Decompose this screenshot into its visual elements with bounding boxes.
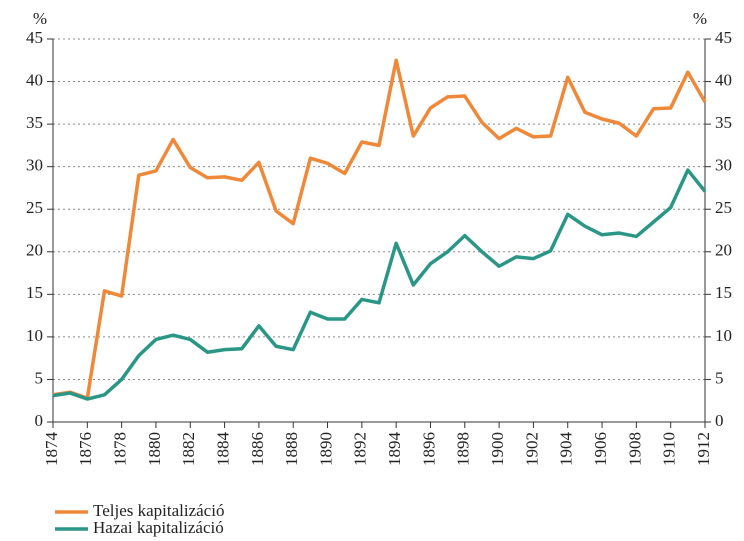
y2-tick-label: 10 [715, 326, 732, 345]
x-tick-label: 1910 [660, 432, 679, 466]
legend-label: Teljes kapitalizáció [93, 501, 224, 520]
y-tick-label: 35 [26, 113, 43, 132]
x-tick-label: 1906 [591, 432, 610, 466]
x-tick-label: 1904 [557, 432, 576, 467]
x-tick-label: 1908 [625, 432, 644, 466]
y2-axis-label: % [693, 9, 707, 28]
y-tick-label: 5 [35, 368, 44, 387]
x-tick-label: 1882 [179, 432, 198, 466]
x-tick-label: 1888 [282, 432, 301, 466]
y-tick-label: 25 [26, 198, 43, 217]
x-tick-label: 1902 [522, 432, 541, 466]
y2-tick-label: 40 [715, 70, 732, 89]
y2-tick-label: 15 [715, 283, 732, 302]
y-tick-label: 0 [35, 411, 44, 430]
y-tick-label: 45 [26, 28, 43, 47]
y-tick-label: 15 [26, 283, 43, 302]
x-tick-label: 1894 [385, 432, 404, 467]
y-tick-label: 20 [26, 241, 43, 260]
x-tick-label: 1912 [694, 432, 713, 466]
series-line [52, 168, 707, 401]
y2-tick-label: 25 [715, 198, 732, 217]
x-tick-label: 1874 [42, 432, 61, 467]
y2-tick-label: 30 [715, 156, 732, 175]
y-tick-label: 10 [26, 326, 43, 345]
x-tick-label: 1878 [111, 432, 130, 466]
x-tick-label: 1892 [351, 432, 370, 466]
series-line [52, 58, 707, 400]
y2-tick-label: 0 [715, 411, 724, 430]
x-tick-label: 1896 [419, 432, 438, 466]
y-tick-label: 30 [26, 156, 43, 175]
y-tick-label: 40 [26, 70, 43, 89]
x-tick-label: 1880 [145, 432, 164, 466]
x-tick-label: 1898 [454, 432, 473, 466]
y2-tick-label: 45 [715, 28, 732, 47]
y2-tick-label: 20 [715, 241, 732, 260]
legend-label: Hazai kapitalizáció [93, 518, 224, 537]
x-tick-label: 1876 [76, 432, 95, 466]
x-tick-label: 1900 [488, 432, 507, 466]
y-axis-label: % [33, 9, 47, 28]
x-tick-label: 1890 [316, 432, 335, 466]
x-tick-label: 1884 [213, 432, 232, 467]
y2-tick-label: 5 [715, 368, 724, 387]
x-tick-label: 1886 [248, 432, 267, 466]
y2-tick-label: 35 [715, 113, 732, 132]
